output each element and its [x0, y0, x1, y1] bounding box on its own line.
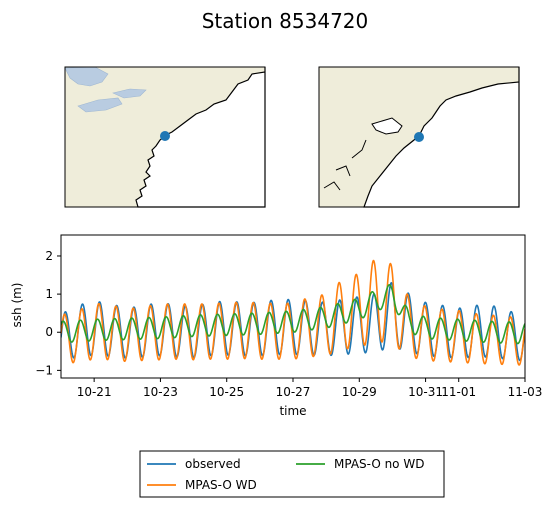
figure-title: Station 8534720 [202, 9, 369, 33]
station-marker-left [160, 131, 170, 141]
legend-frame [139, 450, 445, 498]
x-tick-label: 10-29 [342, 385, 377, 399]
x-tick-label: 10-27 [276, 385, 311, 399]
y-tick-label: 2 [45, 249, 53, 263]
x-tick-label: 10-21 [77, 385, 112, 399]
map-right-river [323, 139, 367, 191]
legend-label-observed: observed [185, 457, 241, 471]
y-tick-label: 0 [45, 325, 53, 339]
plot-frame [60, 234, 526, 379]
x-tick-label: 10-31 [408, 385, 443, 399]
legend-label-mpas-wd: MPAS-O WD [185, 478, 257, 492]
series-line-1 [61, 259, 525, 366]
legend: observed MPAS-O WD MPAS-O no WD [139, 450, 445, 498]
map-left-ocean [135, 67, 266, 208]
map-left-frame [64, 66, 266, 208]
x-axis-label: time [279, 404, 306, 418]
y-ticks: −1 0 1 2 [35, 249, 61, 377]
series-line-2 [61, 284, 525, 345]
y-tick-label: −1 [35, 363, 53, 377]
y-tick-label: 1 [45, 287, 53, 301]
y-axis-label: ssh (m) [10, 283, 24, 328]
station-marker-right [414, 132, 424, 142]
legend-label-mpas-nowd: MPAS-O no WD [334, 457, 424, 471]
map-left-lake-superior [64, 66, 109, 87]
map-left-lake-ontario [112, 88, 147, 99]
x-tick-label: 11-03 [508, 385, 543, 399]
map-right-frame [318, 66, 520, 208]
map-left [64, 66, 266, 208]
map-right-ocean [363, 67, 520, 208]
map-right [318, 66, 520, 208]
map-left-lake-michigan [77, 97, 123, 113]
x-tick-label: 10-23 [143, 385, 178, 399]
map-right-bay [371, 117, 403, 135]
x-tick-label: 11-01 [441, 385, 476, 399]
x-tick-label: 10-25 [209, 385, 244, 399]
series-layer [61, 259, 525, 366]
